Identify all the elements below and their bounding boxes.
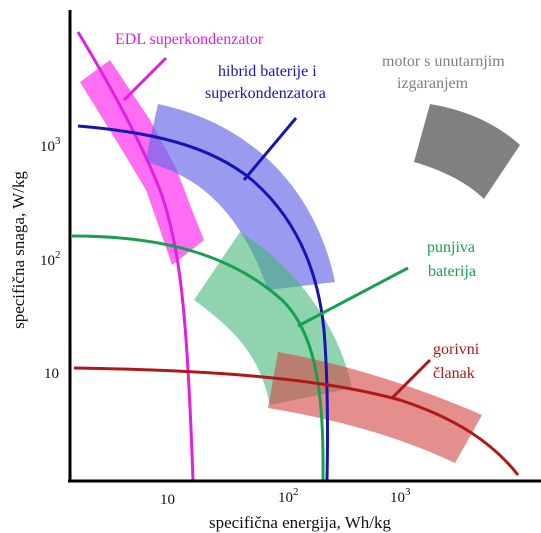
fuelcell-leader xyxy=(390,358,432,400)
battery-leader xyxy=(297,266,409,328)
edl-superkondenzator-band xyxy=(80,60,204,265)
hybrid-curve xyxy=(77,124,330,481)
x-tick-10: 10 xyxy=(160,492,175,508)
battery-label: punjiva baterija xyxy=(427,239,479,280)
x-tick-1000: 103 xyxy=(390,486,411,506)
x-tick-100: 102 xyxy=(278,486,299,506)
motor-band xyxy=(414,104,520,199)
y-tick-10: 10 xyxy=(44,366,59,382)
fuelcell-band xyxy=(268,352,482,463)
motor-label: motor s unutarnjim izgaranjem xyxy=(382,53,509,92)
edl-leader xyxy=(122,56,168,102)
edl-curve xyxy=(76,31,195,481)
y-tick-1000: 103 xyxy=(40,135,61,155)
fuelcell-curve xyxy=(73,366,520,476)
hybrid-label: hibrid baterije i superkondenzatora xyxy=(205,63,326,102)
y-axis-title: specifična snaga, W/kg xyxy=(9,171,28,329)
edl-label: EDL superkondenzator xyxy=(115,31,264,48)
hybrid-leader xyxy=(242,117,298,181)
fuelcell-label: gorivni članak xyxy=(433,341,483,382)
battery-curve xyxy=(71,234,325,481)
hybrid-band xyxy=(145,104,335,290)
y-tick-100: 102 xyxy=(40,249,61,269)
x-axis-title: specifična energija, Wh/kg xyxy=(209,513,392,532)
